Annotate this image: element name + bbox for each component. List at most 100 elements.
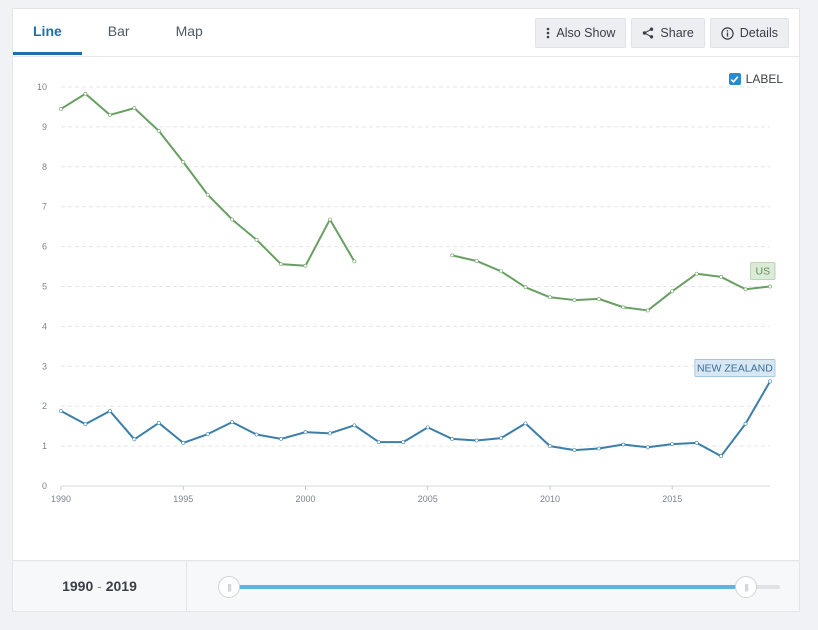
data-point-us	[694, 271, 699, 276]
y-tick-label: 6	[42, 242, 47, 252]
data-point-new-zealand	[621, 442, 626, 447]
data-point-new-zealand	[474, 438, 479, 443]
data-point-new-zealand	[743, 421, 748, 426]
data-point-us	[548, 295, 552, 300]
info-icon	[721, 26, 734, 40]
data-point-new-zealand	[450, 437, 455, 441]
data-point-new-zealand	[132, 437, 137, 442]
data-point-us	[743, 287, 748, 292]
y-tick-label: 9	[42, 122, 47, 132]
series-line-us	[60, 92, 356, 267]
y-tick-label: 10	[37, 82, 47, 92]
label-toggle-text: LABEL	[745, 72, 783, 86]
series-line-new-zealand	[60, 380, 771, 458]
y-tick-label: 0	[42, 481, 47, 491]
view-tabs: Line Bar Map	[13, 9, 223, 57]
x-tick-label: 1990	[51, 494, 71, 504]
data-point-new-zealand	[303, 430, 308, 435]
data-point-new-zealand	[719, 454, 724, 458]
also-show-button[interactable]: Also Show	[535, 18, 627, 48]
data-point-new-zealand	[230, 420, 235, 425]
checkmark-icon	[730, 75, 739, 83]
data-point-new-zealand	[645, 445, 650, 450]
data-point-us	[279, 262, 283, 267]
year-range-footer: 1990 - 2019 ||| |||	[12, 562, 800, 612]
y-tick-label: 1	[42, 441, 47, 451]
data-point-new-zealand	[768, 379, 772, 384]
data-point-new-zealand	[328, 431, 332, 436]
data-point-us	[328, 217, 332, 222]
range-start-year: 1990	[62, 578, 94, 594]
details-button[interactable]: Details	[709, 18, 789, 48]
data-point-us	[205, 192, 210, 197]
slider-selected-range	[229, 585, 747, 589]
data-point-new-zealand	[499, 436, 503, 441]
label-checkbox[interactable]	[728, 73, 741, 85]
x-tick-label: 2015	[662, 494, 682, 504]
data-point-us	[303, 263, 308, 268]
data-point-us	[254, 237, 259, 242]
x-tick-label: 2005	[418, 494, 438, 504]
y-tick-label: 2	[42, 401, 47, 411]
data-point-us	[499, 269, 503, 274]
x-tick-label: 1995	[173, 494, 193, 504]
y-tick-label: 4	[42, 321, 47, 331]
data-point-new-zealand	[254, 432, 259, 437]
x-tick-label: 2000	[295, 494, 315, 504]
data-point-new-zealand	[670, 442, 675, 447]
series-line-us	[451, 254, 771, 312]
data-point-new-zealand	[59, 409, 63, 413]
data-point-new-zealand	[376, 440, 381, 445]
data-point-new-zealand	[572, 448, 577, 452]
data-point-new-zealand	[83, 422, 88, 427]
x-tick-label: 2010	[540, 494, 560, 504]
range-end-year: 2019	[105, 578, 137, 594]
data-point-new-zealand	[279, 437, 283, 441]
data-point-us	[450, 253, 455, 258]
data-point-new-zealand	[156, 421, 161, 425]
series-end-label-us: US	[756, 266, 771, 278]
y-tick-label: 3	[42, 361, 47, 371]
data-point-us	[719, 275, 724, 279]
tab-line[interactable]: Line	[13, 9, 82, 55]
tab-bar[interactable]: Bar	[107, 23, 130, 39]
data-point-new-zealand	[596, 446, 601, 451]
share-icon	[643, 27, 654, 39]
line-chart: 0 1 2 3 4 5 6 7 8 9 10 1990 1995 2000 2005 2010 2015 US NE…	[37, 82, 776, 504]
data-point-us	[621, 305, 626, 310]
data-point-new-zealand	[205, 432, 210, 437]
data-point-us	[572, 298, 577, 302]
y-tick-label: 8	[42, 162, 47, 172]
data-point-us	[474, 259, 479, 263]
year-range-slider[interactable]: ||| |||	[218, 576, 780, 598]
y-tick-label: 7	[42, 202, 47, 212]
share-button[interactable]: Share	[631, 18, 705, 48]
series-end-label-new-zealand: NEW ZEALAND	[697, 362, 773, 374]
data-point-new-zealand	[425, 425, 430, 430]
data-point-new-zealand	[181, 441, 186, 445]
slider-start-handle[interactable]: |||	[218, 576, 241, 598]
slider-end-handle[interactable]: |||	[735, 576, 758, 598]
data-point-us	[132, 106, 137, 111]
series-end-label-box	[694, 359, 776, 377]
data-point-us	[768, 284, 772, 289]
data-point-new-zealand	[107, 409, 112, 413]
data-point-us	[59, 107, 63, 111]
data-point-new-zealand	[523, 421, 528, 426]
data-point-us	[181, 160, 186, 164]
data-point-us	[645, 308, 650, 313]
year-range-display: 1990 - 2019	[13, 562, 187, 611]
data-point-us	[523, 285, 528, 290]
data-point-us	[352, 259, 357, 264]
vertical-dots-icon	[547, 27, 550, 39]
details-label: Details	[739, 26, 778, 40]
tab-map[interactable]: Map	[175, 23, 203, 39]
data-point-us	[596, 296, 601, 301]
label-toggle[interactable]: LABEL	[728, 72, 783, 86]
header-divider	[13, 56, 799, 57]
chart-card: Line Bar Map Also Show Share Deta	[12, 8, 800, 561]
data-point-new-zealand	[694, 441, 699, 445]
data-point-us	[156, 128, 161, 133]
range-separator: -	[97, 578, 102, 594]
y-tick-label: 5	[42, 282, 47, 292]
